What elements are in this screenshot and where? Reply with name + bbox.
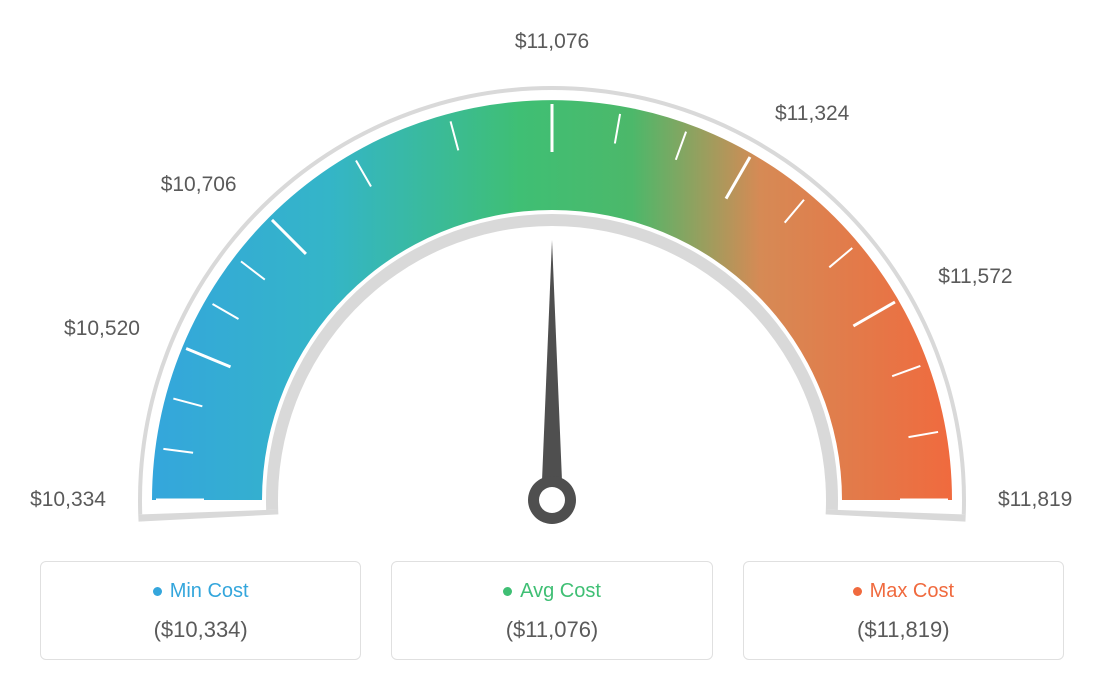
min-cost-card: Min Cost ($10,334): [40, 561, 361, 660]
max-cost-title: Max Cost: [754, 580, 1053, 603]
min-cost-dot-icon: [153, 587, 162, 596]
min-cost-label: Min Cost: [170, 580, 249, 603]
max-cost-card: Max Cost ($11,819): [743, 561, 1064, 660]
gauge-tick-label: $10,706: [161, 173, 237, 197]
gauge-svg: [92, 40, 1012, 560]
gauge-tick-label: $10,520: [64, 317, 140, 341]
min-cost-title: Min Cost: [51, 580, 350, 603]
avg-cost-card: Avg Cost ($11,076): [391, 561, 712, 660]
cost-gauge-widget: $10,334 $10,520 $10,706 $11,076 $11,324 $11,5…: [0, 0, 1104, 690]
avg-cost-value: ($11,076): [402, 617, 701, 643]
avg-cost-label: Avg Cost: [520, 580, 601, 603]
gauge-tick-label: $11,324: [775, 102, 849, 126]
avg-cost-dot-icon: [503, 587, 512, 596]
min-cost-value: ($10,334): [51, 617, 350, 643]
gauge-tick-label: $10,334: [30, 488, 106, 512]
gauge-area: $10,334 $10,520 $10,706 $11,076 $11,324 $11,5…: [0, 0, 1104, 560]
gauge-tick-label: $11,572: [938, 265, 1012, 289]
gauge-tick-label: $11,076: [515, 30, 589, 54]
cost-summary-cards: Min Cost ($10,334) Avg Cost ($11,076) Ma…: [40, 561, 1064, 660]
max-cost-label: Max Cost: [870, 580, 954, 603]
gauge-tick-label: $11,819: [998, 488, 1072, 512]
max-cost-value: ($11,819): [754, 617, 1053, 643]
max-cost-dot-icon: [853, 587, 862, 596]
avg-cost-title: Avg Cost: [402, 580, 701, 603]
